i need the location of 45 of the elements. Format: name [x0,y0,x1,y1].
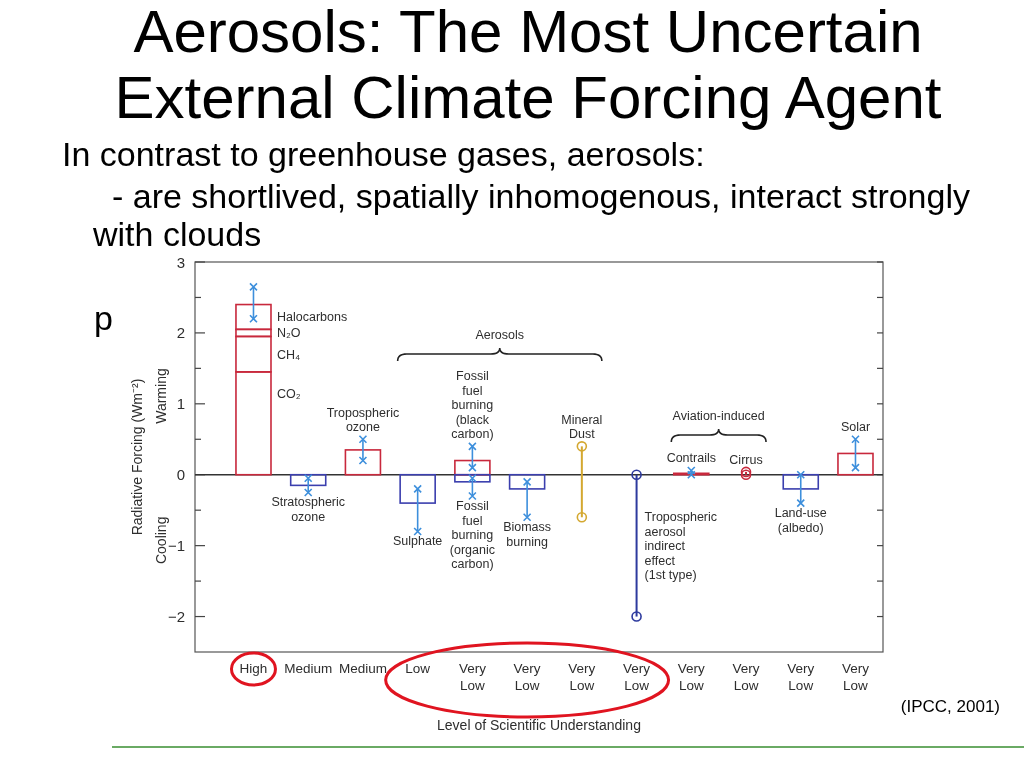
x-tick-label: Very Low [677,661,706,693]
annotation: Aerosols [475,328,525,342]
text: Cooling [153,516,169,565]
x-axis-title: Level of Scientific Understanding [437,717,641,733]
series-label: Tropospheric aerosol indirect effect (1st type) [644,510,718,583]
text: p [94,299,113,337]
x-tick-label: Very Low [732,661,760,693]
series-label: CO₂ [276,387,301,402]
x-tick-label: Very Low [841,661,870,693]
x-tick-label: High [239,661,268,676]
text: Warming [153,368,169,424]
text: (IPCC, 2001) [900,697,1000,716]
series-label: Solar [840,420,871,435]
chart-title: Aerosols: The Most Uncertain External Climate Forcing Agent [114,0,942,131]
series-label: Stratospheric ozone [271,495,346,524]
series-label: Contrails [666,451,716,466]
text: - are shortlived, spatially inhomogenous, interact strongly with clouds [92,177,970,253]
y-tick-label: −2 [167,608,185,626]
text: Sulphate [392,534,443,549]
series-label: Cirrus [729,452,763,467]
x-tick-label: Medium [338,661,387,676]
series-label: Fossil fuel burning (black carbon) [451,369,494,442]
series-label: Mineral Dust [561,412,603,442]
annotation: Aviation-induced [672,409,765,423]
series-label: Land-use (albedo) [774,506,827,535]
x-tick-label: Low [405,661,431,676]
x-tick-label: Very Low [787,661,815,693]
x-tick-label: Very Low [623,661,651,693]
y-tick-label: 2 [176,324,185,342]
y-tick-label: 3 [176,253,185,271]
text: Biomass burning [503,520,552,549]
series-label: Halocarbons [276,310,348,325]
series-label: N₂O [276,326,301,341]
x-tick-label: Very Low [458,661,487,693]
y-tick-label: −1 [167,537,185,555]
series-label: Tropospheric ozone [326,405,400,435]
x-tick-label: Very Low [568,661,596,693]
y-tick-label: 0 [176,466,185,484]
y-axis-title: Radiative Forcing (Wm⁻²) [129,378,145,536]
y-tick-label: 1 [176,395,185,413]
x-tick-label: Very Low [513,661,541,693]
x-tick-label: Medium [284,661,333,676]
chart-subtitle: In contrast to greenhouse gases, aerosols: [62,135,705,173]
series-label: Fossil fuel burning (organic carbon) [449,499,495,571]
series-label: CH₄ [276,347,301,362]
